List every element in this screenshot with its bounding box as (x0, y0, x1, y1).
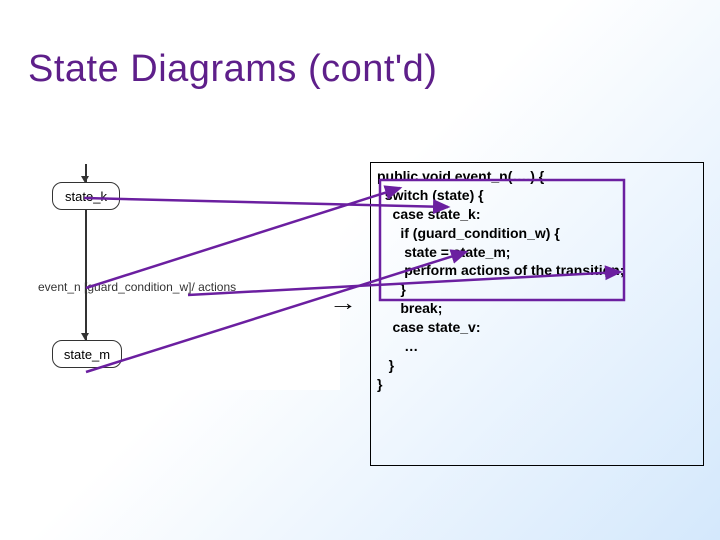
transition-line (85, 210, 87, 340)
event-label-text: event_n [guard_condition_w]/ actions (38, 280, 236, 294)
code-line-4: state = state_m; (377, 243, 697, 262)
page-title: State Diagrams (cont'd) (28, 48, 437, 91)
state-k-label: state_k (65, 189, 107, 204)
code-line-12: } (377, 375, 697, 394)
code-line-6: } (377, 280, 697, 299)
code-line-5: perform actions of the transition; (377, 261, 697, 280)
state-k-box: state_k (52, 182, 120, 210)
code-line-8: case state_v: (377, 318, 697, 337)
code-line-1: switch (state) { (377, 186, 697, 205)
state-m-label: state_m (64, 347, 110, 362)
event-label: event_n [guard_condition_w]/ actions (38, 280, 236, 294)
code-line-3: if (guard_condition_w) { (377, 224, 697, 243)
state-m-box: state_m (52, 340, 122, 368)
arrowhead-state-m (81, 333, 89, 340)
code-line-7: break; (377, 299, 697, 318)
code-line-10: … (377, 337, 697, 356)
state-diagram: state_k event_n [guard_condition_w]/ act… (30, 170, 340, 390)
code-line-0: public void event_n(….) { (377, 167, 697, 186)
code-line-11: } (377, 356, 697, 375)
code-box: public void event_n(….) { switch (state)… (370, 162, 704, 466)
title-text: State Diagrams (cont'd) (28, 48, 437, 90)
big-arrow-icon: → (329, 290, 358, 316)
big-arrow-glyph: → (329, 290, 358, 315)
code-line-2: case state_k: (377, 205, 697, 224)
